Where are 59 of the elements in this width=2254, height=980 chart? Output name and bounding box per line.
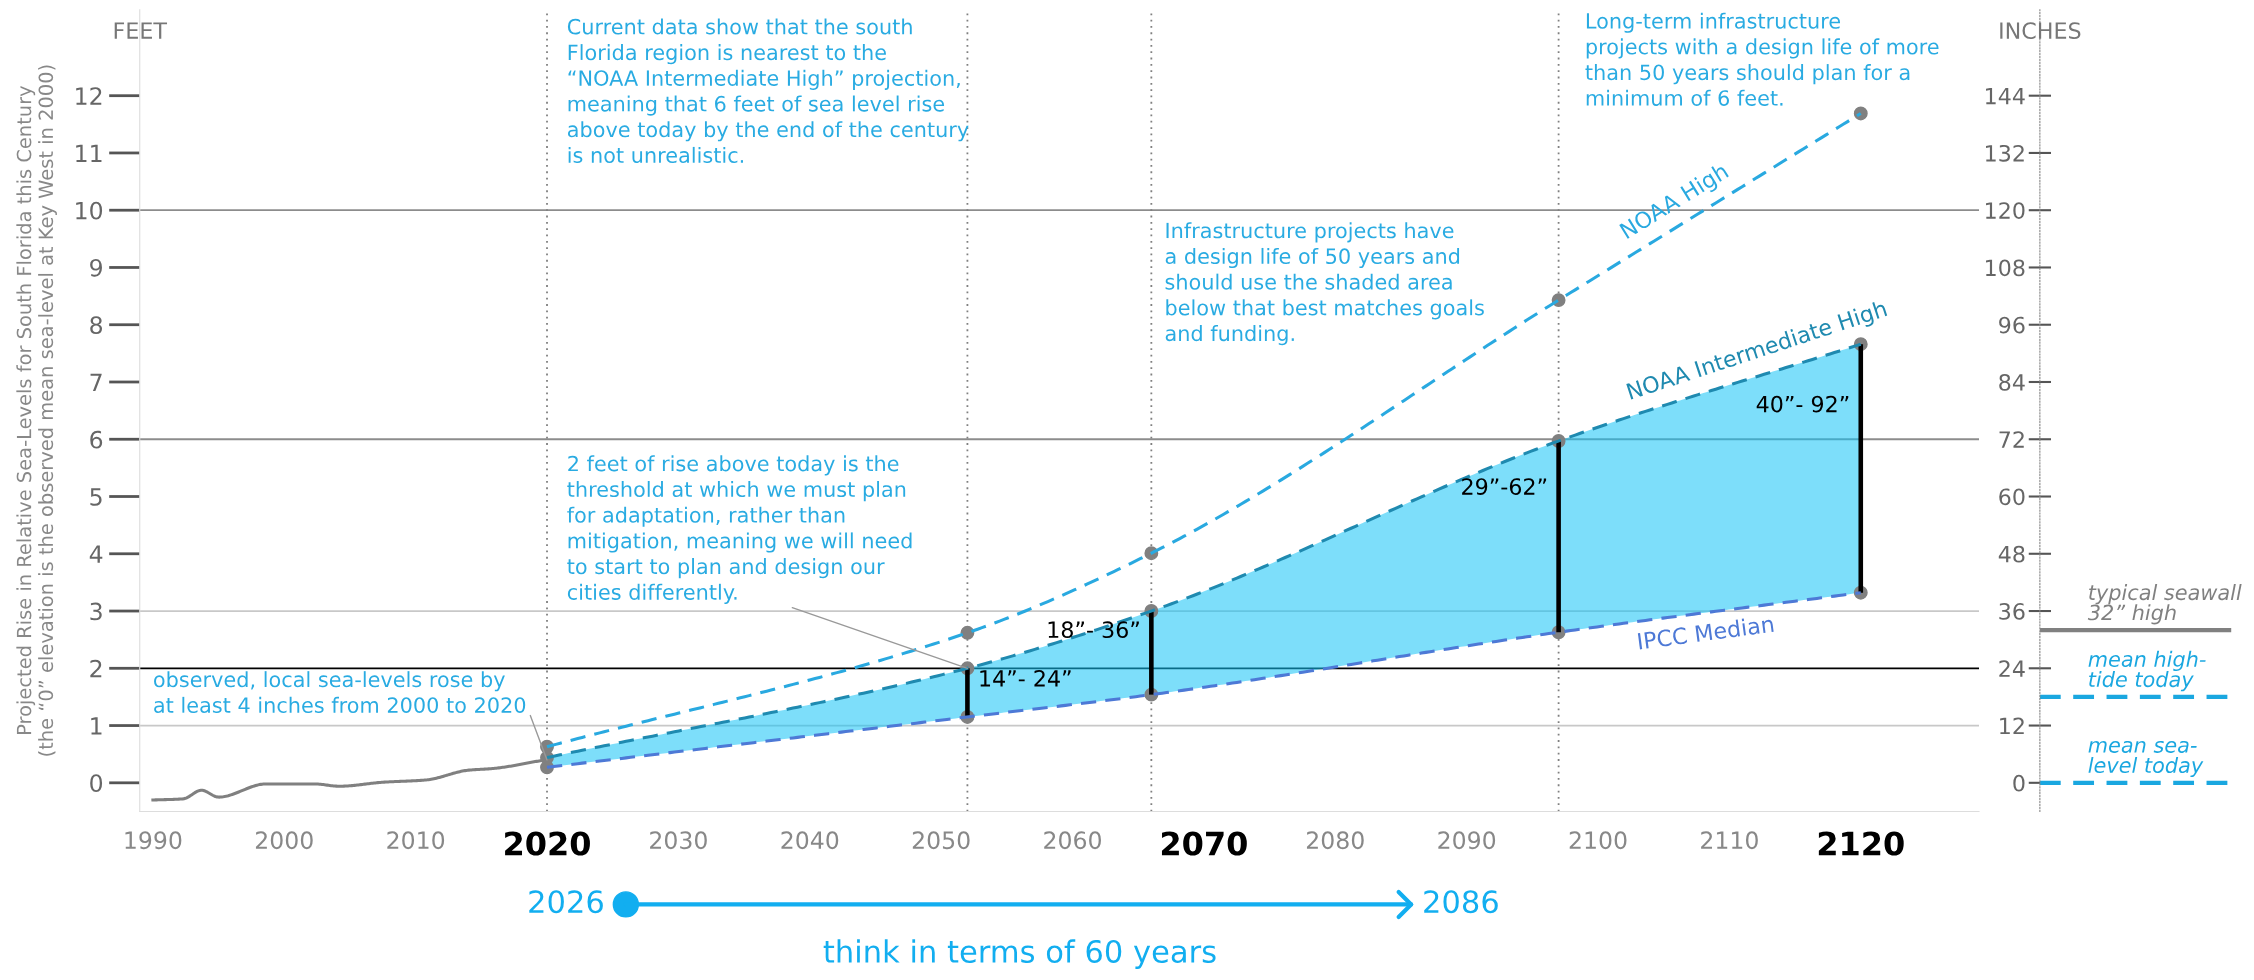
y2-tick-label: 0 (2013, 774, 2025, 792)
y-tick-label: 9 (90, 258, 102, 277)
y-tick-label: 7 (90, 373, 102, 391)
annotation: Infrastructure projects have a design life of 50 years and should use the shaded area below that best matches goals and funding. (1165, 222, 1484, 346)
y-tick-label: 2 (90, 659, 102, 678)
annotation: observed, local sea-levels rose by at least 4 inches from 2000 to 2020 (154, 671, 526, 713)
x-tick-label: 2010 (387, 831, 445, 850)
x-tick-label: 2100 (1569, 831, 1627, 850)
y2-tick-label: 24 (1999, 660, 2025, 677)
y-tick-label: 12 (76, 87, 102, 105)
annotation: 2 feet of rise above today is the threshold at which we must plan for adaptation, rather than mitigation, meaning we will need to start to plan and design our cities differently. (567, 455, 912, 604)
annotation: 18”- 36” (1048, 621, 1139, 639)
y-tick-label: 0 (90, 774, 103, 793)
y-tick-label: 3 (90, 602, 102, 621)
y2-tick-label: 60 (1999, 488, 2025, 506)
annotation: 14”- 24” (980, 669, 1071, 687)
x-tick-label: 2110 (1701, 831, 1758, 850)
y2-tick-label: 132 (1986, 144, 2024, 162)
x-tick-label: 2080 (1306, 831, 1364, 850)
y-axis-title: Projected Rise in Relative Sea-Levels for South Florida this Century (the “0” elevation is the observed mean sea-level at Key West in 2000) (16, 65, 57, 756)
y-tick-label: 10 (76, 201, 103, 220)
y2-tick-label: 96 (1999, 316, 2025, 334)
x-tick-label: 2070 (1161, 831, 1247, 856)
text: 2086 (1424, 890, 1498, 914)
y2-tick-label: 84 (1999, 373, 2025, 391)
y-tick-label: 6 (90, 430, 103, 449)
y-tick-label: 5 (90, 488, 102, 506)
y2-tick-label: 48 (1998, 545, 2025, 563)
x-tick-label: 2000 (255, 831, 313, 850)
x-tick-label: 2050 (912, 831, 970, 850)
annotation: 40”- 92” (1756, 395, 1849, 413)
text: 2026 (529, 890, 603, 914)
y2-axis-title: INCHES (2000, 22, 2081, 40)
x-tick-label: 2090 (1438, 831, 1496, 850)
x-tick-label: 1990 (125, 831, 182, 850)
x-tick-label: 2040 (781, 831, 839, 850)
y-tick-label: 4 (89, 545, 103, 563)
ref-line-label: mean sea- level today (2088, 740, 2204, 778)
y2-tick-label: 108 (1986, 259, 2025, 277)
x-tick-label: 2020 (505, 831, 590, 856)
x-tick-label: 2030 (650, 831, 707, 850)
annotation: FEET (114, 22, 168, 39)
x-tick-label: 2060 (1044, 831, 1101, 850)
ref-line-label: typical seawall 32” high (2087, 584, 2242, 625)
y2-tick-label: 36 (1999, 602, 2025, 620)
text: IPCC Median (1637, 614, 1774, 650)
y2-tick-label: 120 (1986, 202, 2025, 219)
y-tick-label: 1 (91, 717, 102, 735)
x-tick-label: 2120 (1818, 831, 1904, 856)
y-tick-label: 11 (76, 144, 102, 162)
y2-tick-label: 72 (1999, 431, 2024, 448)
ref-line-label: mean high- tide today (2088, 650, 2206, 692)
y-tick-label: 8 (90, 316, 103, 335)
text: think in terms of 60 years (823, 939, 1216, 969)
y2-tick-label: 12 (2000, 717, 2024, 734)
annotation: 29”-62” (1462, 478, 1547, 495)
annotation: Long-term infrastructure projects with a design life of more than 50 years should plan for a minimum of 6 feet. (1585, 12, 1939, 106)
y2-tick-label: 144 (1986, 87, 2025, 105)
annotation: Current data show that the south Florida region is nearest to the “NOAA Intermediate High” projection, meaning that 6 feet of sea level rise above today by the end of the century is not unrealistic. (567, 18, 969, 164)
